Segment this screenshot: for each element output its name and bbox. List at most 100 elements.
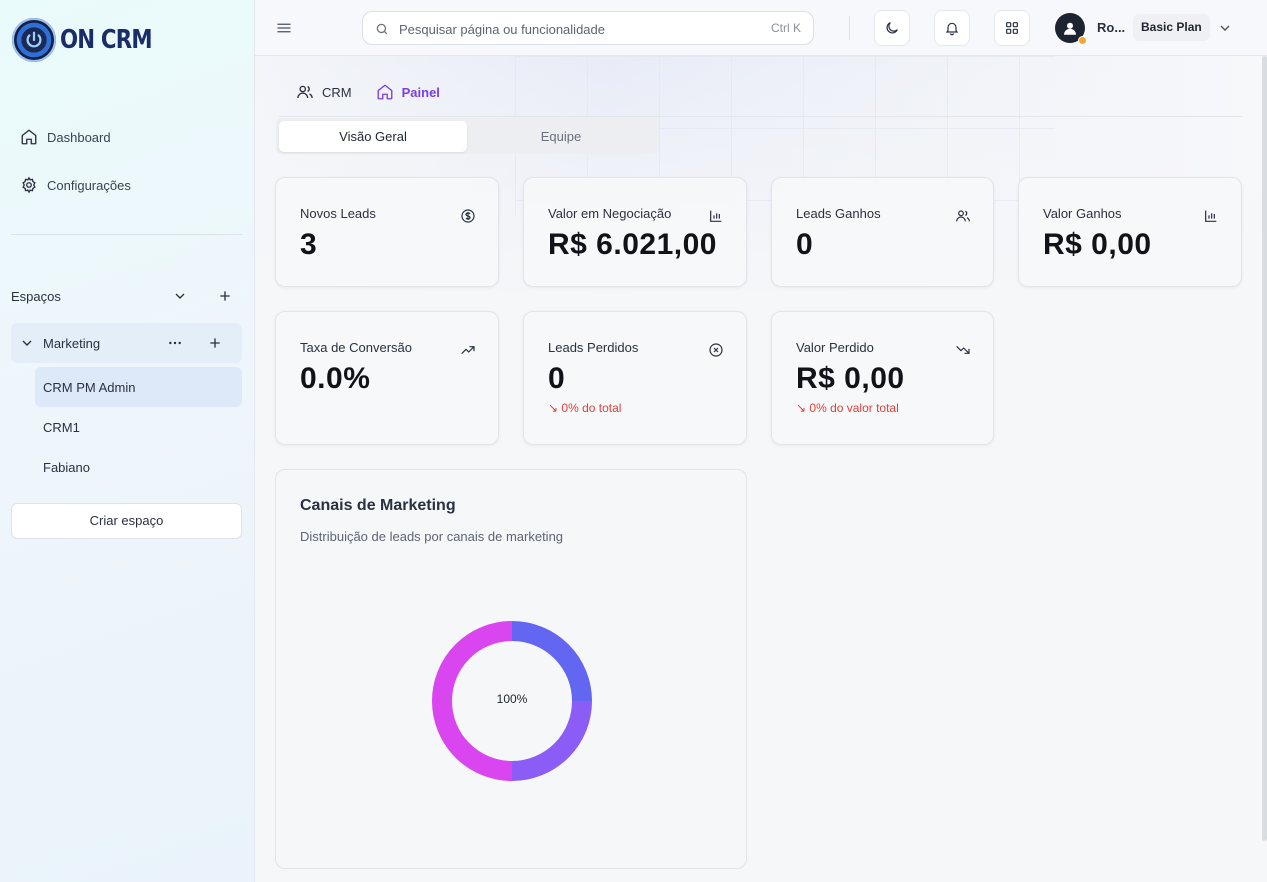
home-icon <box>377 84 393 100</box>
sidebar: ON CRM Dashboard Configurações Espaços M… <box>0 0 255 882</box>
breadcrumb-crm-label: CRM <box>322 84 352 100</box>
metric-value: 0 <box>548 362 566 395</box>
breadcrumb-painel-label: Painel <box>401 84 440 100</box>
metric-card-leads-ganhos: Leads Ganhos 0 <box>771 177 994 287</box>
trending-down-icon <box>956 346 970 354</box>
metric-value: R$ 0,00 <box>1043 228 1152 261</box>
avatar[interactable] <box>1055 13 1087 45</box>
search-box[interactable]: Ctrl K <box>362 11 814 45</box>
chart-title: Canais de Marketing <box>300 497 456 514</box>
tab-overview[interactable]: Visão Geral <box>279 121 467 152</box>
users-icon <box>956 210 970 222</box>
scrollbar[interactable] <box>1262 56 1267 841</box>
metric-value: R$ 6.021,00 <box>548 228 717 261</box>
brand-name: ON CRM <box>60 25 153 55</box>
sidebar-divider <box>11 234 243 235</box>
donut-center-label: 100% <box>496 692 528 706</box>
x-circle-icon <box>709 343 723 357</box>
marketing-channels-card: Canais de Marketing Distribuição de lead… <box>275 469 747 869</box>
users-icon <box>297 85 313 99</box>
add-item-icon[interactable] <box>207 335 223 351</box>
user-name[interactable]: Ro... <box>1097 20 1126 35</box>
search-shortcut: Ctrl K <box>771 21 801 35</box>
trending-down-icon: ↘ <box>548 401 562 415</box>
trending-down-icon: ↘ <box>796 401 810 415</box>
spaces-header: Espaços <box>11 288 243 306</box>
tab-team[interactable]: Equipe <box>540 129 582 144</box>
space-item-fabiano[interactable]: Fabiano <box>35 447 242 487</box>
metric-card-valor-ganhos: Valor Ganhos R$ 0,00 <box>1018 177 1242 287</box>
metric-card-leads-perdidos: Leads Perdidos 0 ↘ 0% do total <box>523 311 747 445</box>
dollar-circle-icon <box>461 209 475 223</box>
donut-chart[interactable] <box>431 620 593 782</box>
breadcrumb-crm[interactable]: CRM <box>296 83 352 101</box>
metric-title: Valor Ganhos <box>1043 206 1122 221</box>
bar-chart-icon <box>710 210 722 222</box>
add-space-icon[interactable] <box>217 288 233 304</box>
space-label: Marketing <box>43 336 101 351</box>
metric-title: Taxa de Conversão <box>300 340 413 355</box>
metric-value: 0.0% <box>300 362 371 395</box>
top-header: Ctrl K Ro... Basic Plan <box>255 0 1267 56</box>
chevron-down-icon[interactable] <box>19 335 35 351</box>
notifications-button[interactable] <box>934 10 970 46</box>
power-icon <box>12 18 56 62</box>
bar-chart-icon <box>1205 210 1217 222</box>
status-dot <box>1078 36 1087 45</box>
metric-card-novos-leads: Novos Leads 3 <box>275 177 499 287</box>
space-item-label: CRM1 <box>43 420 80 435</box>
theme-toggle-button[interactable] <box>874 10 910 46</box>
donut-slice-0-segment-0[interactable] <box>511 621 592 702</box>
space-item-label: CRM PM Admin <box>43 380 136 395</box>
search-icon <box>376 23 388 35</box>
grid-icon <box>1006 22 1018 34</box>
bell-icon <box>945 22 959 36</box>
apps-button[interactable] <box>994 10 1030 46</box>
metric-title: Leads Ganhos <box>796 206 881 221</box>
menu-icon[interactable] <box>275 19 293 37</box>
metric-change-text: 0% do total <box>561 401 622 415</box>
moon-icon <box>886 22 898 34</box>
chart-subtitle: Distribuição de leads por canais de mark… <box>300 529 564 544</box>
space-item-crm-pm-admin[interactable]: CRM PM Admin <box>35 367 242 407</box>
spaces-label: Espaços <box>11 289 61 304</box>
space-item-crm1[interactable]: CRM1 <box>35 407 242 447</box>
nav-dashboard-label: Dashboard <box>47 129 111 145</box>
donut-slice-0-segment-1[interactable] <box>511 700 592 781</box>
metric-title: Valor em Negociação <box>548 206 672 221</box>
space-marketing[interactable]: Marketing <box>11 323 242 363</box>
nav-settings[interactable]: Configurações <box>20 176 131 194</box>
metric-change: ↘ 0% do total <box>548 401 621 415</box>
nav-dashboard[interactable]: Dashboard <box>20 128 111 146</box>
metric-title: Leads Perdidos <box>548 340 639 355</box>
space-item-label: Fabiano <box>43 460 90 475</box>
chevron-down-icon[interactable] <box>172 288 188 304</box>
user-icon <box>1064 22 1076 35</box>
brand-logo[interactable]: ON CRM <box>12 18 172 62</box>
breadcrumb-painel[interactable]: Painel <box>376 83 440 101</box>
plan-badge: Basic Plan <box>1133 14 1210 41</box>
metric-value: 3 <box>300 228 318 261</box>
search-input[interactable] <box>399 19 739 39</box>
metric-change-text: 0% do valor total <box>809 401 899 415</box>
trending-up-icon <box>461 346 475 354</box>
breadcrumb-divider <box>279 116 1242 117</box>
metric-change: ↘ 0% do valor total <box>796 401 899 415</box>
view-tabs: Visão Geral Equipe <box>276 118 659 154</box>
metric-value: 0 <box>796 228 814 261</box>
metric-title: Valor Perdido <box>796 340 874 355</box>
nav-settings-label: Configurações <box>47 177 131 193</box>
breadcrumb: CRM Painel <box>296 82 440 102</box>
gear-icon <box>22 176 36 194</box>
chevron-down-icon[interactable] <box>1217 20 1233 36</box>
header-divider <box>849 16 850 40</box>
home-icon <box>21 129 37 145</box>
donut-slice-0-segment-2[interactable] <box>432 621 513 781</box>
metric-title: Novos Leads <box>300 206 376 221</box>
metric-card-taxa-conversao: Taxa de Conversão 0.0% <box>275 311 499 445</box>
more-icon[interactable] <box>167 335 183 351</box>
metric-card-valor-negociacao: Valor em Negociação R$ 6.021,00 <box>523 177 747 287</box>
create-space-button[interactable]: Criar espaço <box>11 503 242 539</box>
metric-card-valor-perdido: Valor Perdido R$ 0,00 ↘ 0% do valor tota… <box>771 311 994 445</box>
metric-value: R$ 0,00 <box>796 362 905 395</box>
